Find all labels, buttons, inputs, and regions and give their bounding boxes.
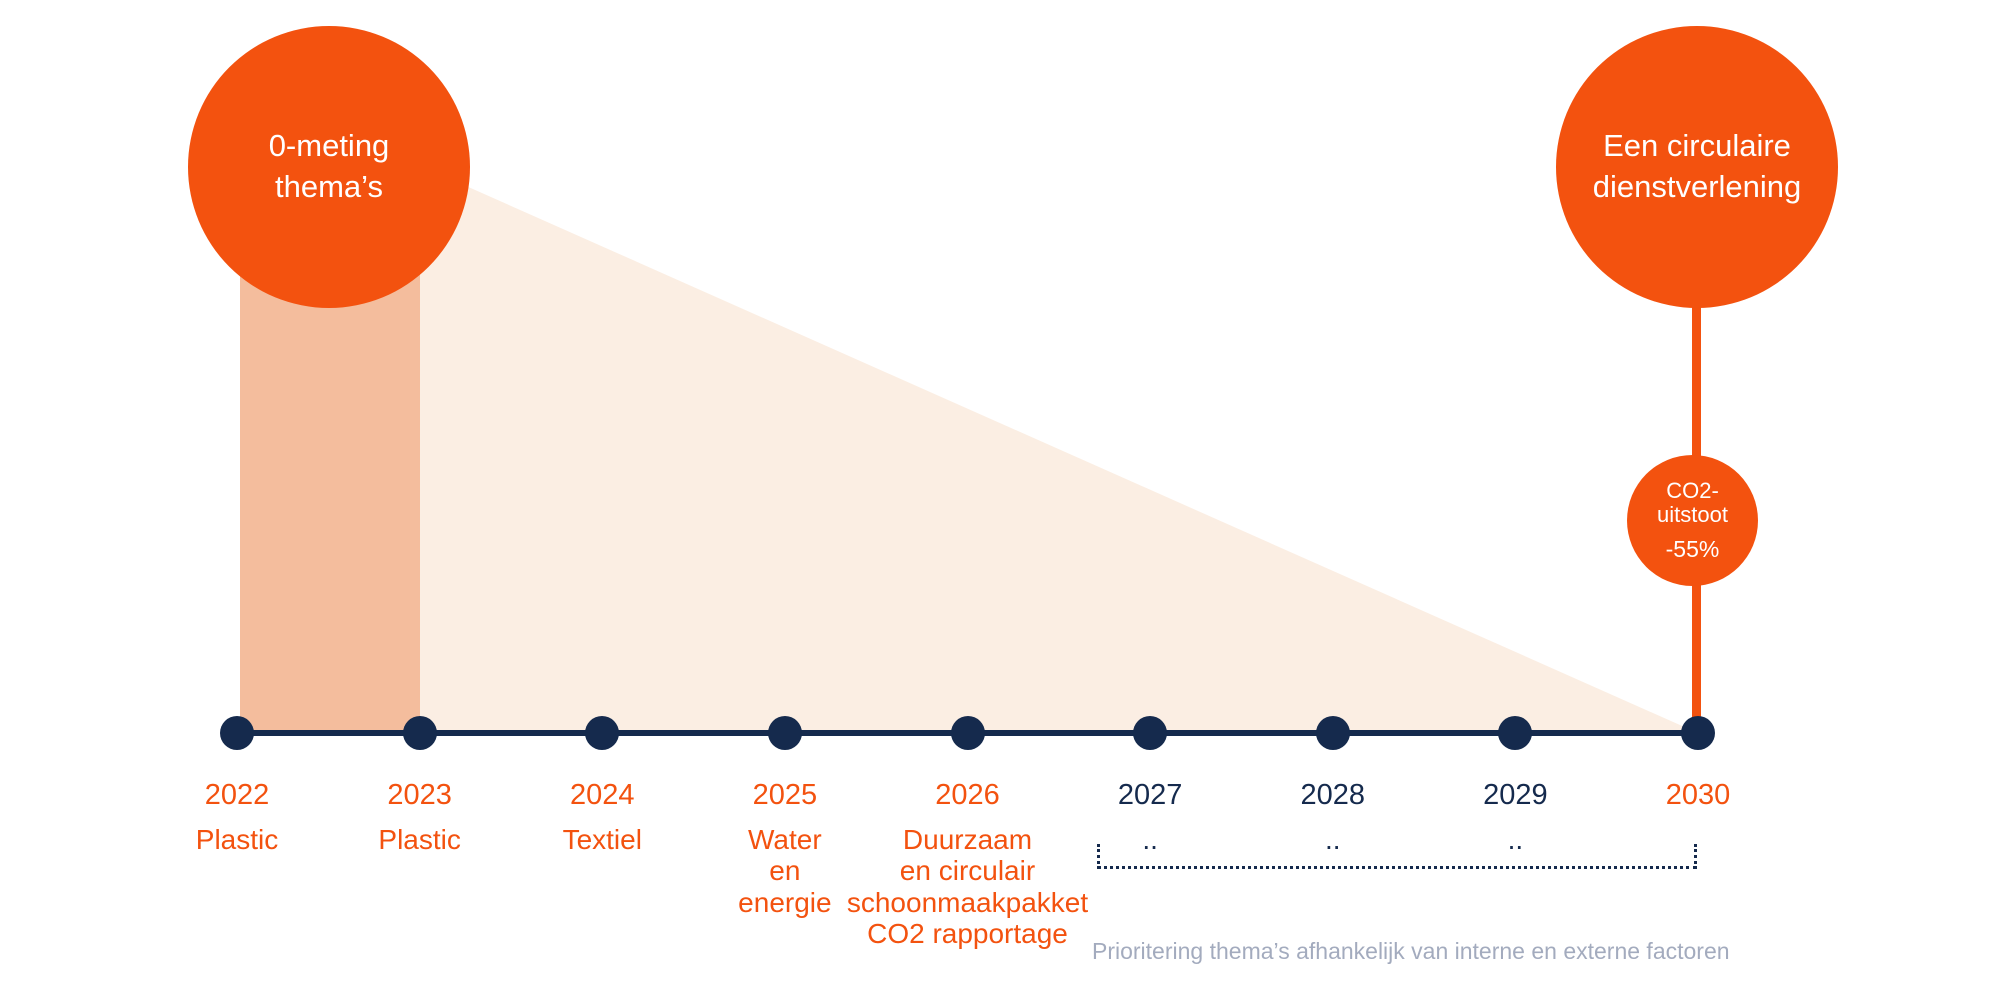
end-bubble-label: Een circulaire dienstverlening <box>1592 128 1802 204</box>
timeline-dot-2030 <box>1681 716 1715 750</box>
theme-label-2029: .. <box>1507 824 1524 855</box>
timeline-dot-2028 <box>1315 716 1350 750</box>
footnote-text: Prioritering thema’s afhankelijk van int… <box>1092 938 1730 964</box>
start-bubble-label: 0-meting thema’s <box>268 128 390 204</box>
theme-label-2026: Duurzaam en circulair schoonmaakpakket C… <box>846 824 1089 950</box>
co2-bubble-value: -55% <box>1665 535 1720 562</box>
timeline-item-2022: 2022 Plastic <box>77 779 397 855</box>
future-themes-bracket <box>1097 844 1697 869</box>
timeline-item-2030: 2030 <box>1538 779 1858 812</box>
co2-bubble-label: CO2- uitstoot <box>1657 477 1728 528</box>
end-bubble: Een circulaire dienstverlening <box>1556 26 1838 308</box>
theme-label-2024: Textiel <box>562 824 642 855</box>
timeline-dot-2023 <box>402 716 437 750</box>
timeline-item-2029: 2029.. <box>1355 779 1675 855</box>
timeline-dot-2022 <box>220 716 254 750</box>
year-label-2026: 2026 <box>935 779 1000 811</box>
year-label-2028: 2028 <box>1300 779 1365 811</box>
timeline-dot-2024 <box>585 716 620 750</box>
timeline-dot-2029 <box>1498 716 1533 750</box>
co2-bubble: CO2- uitstoot -55% <box>1627 455 1758 586</box>
year-label-2030: 2030 <box>1665 779 1731 811</box>
timeline-item-2026: 2026 Duurzaam en circulair schoonmaakpakk… <box>808 779 1128 949</box>
timeline-item-2025: 2025 Water en energie <box>625 779 945 918</box>
theme-label-2023: Plastic <box>378 824 461 855</box>
start-bubble: 0-meting thema’s <box>188 26 470 308</box>
timeline-item-2028: 2028.. <box>1173 779 1493 855</box>
timeline-dot-2025 <box>767 716 802 750</box>
year-label-2027: 2027 <box>1117 779 1183 811</box>
theme-label-2027: .. <box>1142 824 1158 855</box>
theme-label-2028: .. <box>1324 824 1341 855</box>
timeline-dot-2026 <box>950 716 985 750</box>
year-label-2025: 2025 <box>752 779 818 811</box>
year-label-2023: 2023 <box>387 779 452 811</box>
year-label-2029: 2029 <box>1483 779 1548 811</box>
theme-label-2022: Plastic <box>195 824 279 855</box>
timeline-dot-2027 <box>1133 716 1168 750</box>
timeline-item-2024: 2024 Textiel <box>442 779 762 855</box>
timeline-item-2027: 2027.. <box>990 779 1310 855</box>
year-label-2024: 2024 <box>569 779 635 811</box>
theme-label-2025: Water en energie <box>738 824 832 918</box>
timeline-item-2023: 2023 Plastic <box>260 779 580 855</box>
year-label-2022: 2022 <box>204 779 270 811</box>
